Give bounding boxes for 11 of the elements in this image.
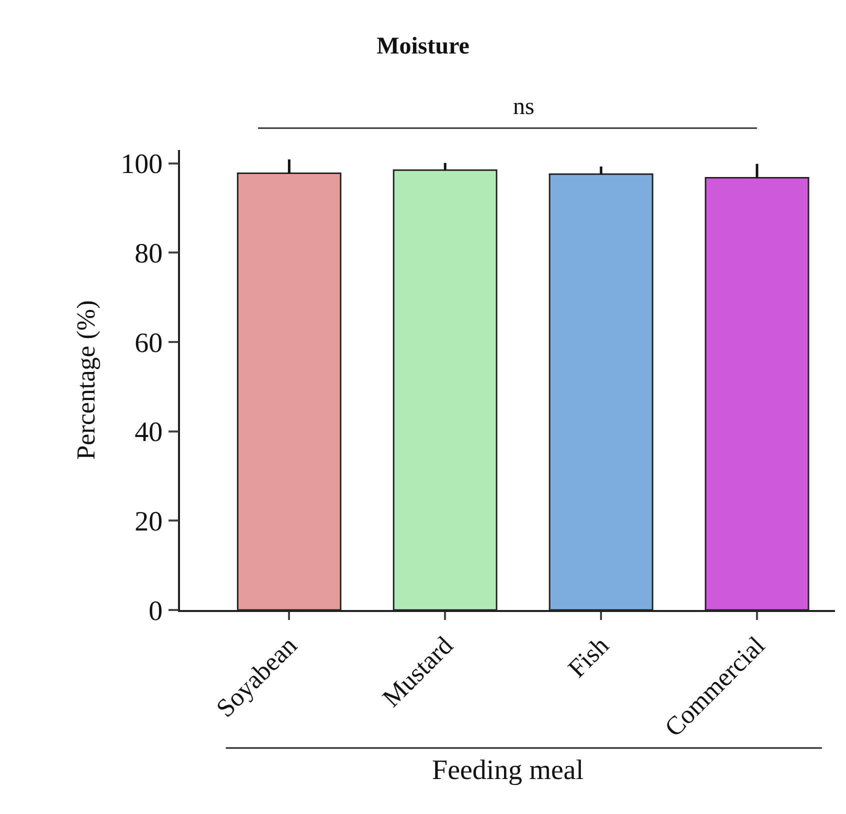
y-axis-title: Percentage (%) <box>72 300 101 460</box>
text: ns <box>513 94 534 120</box>
x-tick-label: Fish <box>562 630 615 684</box>
y-tick-label: 60 <box>134 328 163 359</box>
y-tick-label: 0 <box>148 596 163 627</box>
y-tick-label: 20 <box>134 506 163 538</box>
x-axis-title: Feeding meal <box>432 755 584 786</box>
y-tick-label: 40 <box>134 417 163 448</box>
y-tick-label: 80 <box>134 238 163 270</box>
y-tick-label: 100 <box>120 149 163 180</box>
chart-title: Moisture <box>376 33 470 60</box>
